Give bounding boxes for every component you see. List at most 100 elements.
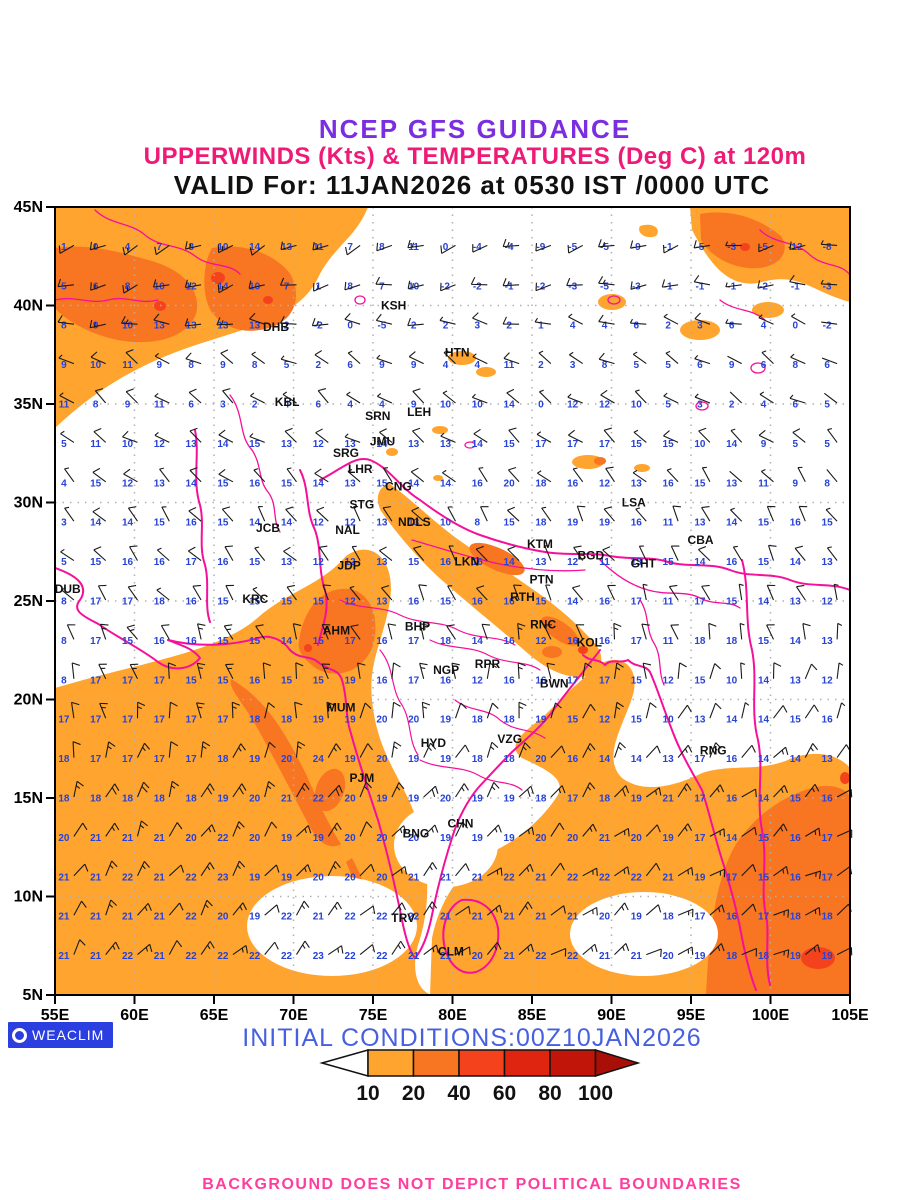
temperature-value: 10: [122, 439, 134, 450]
temperature-value: 12: [345, 518, 357, 529]
wind-barb: [423, 824, 439, 837]
wind-barb: [280, 355, 297, 365]
wind-barb: [264, 702, 276, 719]
temperature-value: 2: [729, 400, 735, 411]
temperature-value: 12: [122, 478, 134, 489]
city-label: RNG: [700, 744, 727, 758]
disclaimer-text: BACKGROUND DOES NOT DEPICT POLITICAL BOU…: [202, 1176, 742, 1193]
wind-barb: [105, 860, 118, 877]
temperature-value: 17: [758, 912, 770, 923]
temperature-value: 6: [316, 400, 322, 411]
temperature-value: 16: [599, 636, 611, 647]
wind-barb: [534, 317, 551, 325]
wind-barb: [446, 624, 456, 640]
temperature-value: 16: [122, 557, 134, 568]
temperature-value: 22: [376, 912, 388, 923]
temperature-value: 10: [694, 439, 706, 450]
wind-barb: [455, 905, 471, 916]
wind-barb: [280, 277, 297, 286]
temperature-value: 17: [694, 597, 706, 608]
temperature-value: 10: [154, 281, 166, 292]
wind-barb: [447, 506, 456, 522]
city-label: SRG: [333, 446, 359, 460]
temperature-value: 1: [61, 242, 67, 253]
temperature-value: 16: [376, 675, 388, 686]
temperature-value: 15: [249, 636, 261, 647]
wind-barb: [470, 276, 488, 286]
wind-barb: [473, 429, 488, 443]
wind-barb: [582, 782, 596, 798]
temperature-value: 11: [663, 636, 674, 647]
wind-barb: [440, 432, 456, 443]
wind-barb: [472, 353, 488, 365]
wind-barb: [189, 467, 202, 483]
colorbar-box: [458, 1049, 506, 1077]
wind-barb: [216, 317, 233, 326]
temperature-value: 9: [729, 360, 735, 371]
wind-barb: [200, 941, 215, 955]
wind-barb: [168, 902, 184, 916]
wind-barb: [472, 312, 488, 325]
wind-barb: [129, 663, 139, 680]
wind-barb: [550, 785, 566, 798]
wind-barb: [318, 545, 329, 561]
temperature-value: 20: [249, 833, 261, 844]
wind-speed-region: [700, 212, 785, 269]
temperature-value: 10: [726, 675, 738, 686]
wind-barb: [518, 901, 533, 916]
wind-barb: [502, 278, 520, 287]
wind-barb: [698, 427, 711, 443]
temperature-value: 9: [157, 360, 163, 371]
wind-barb: [805, 870, 822, 880]
wind-barb: [391, 902, 407, 916]
wind-barb: [709, 784, 725, 798]
wind-barb: [57, 315, 74, 325]
wind-barb: [249, 244, 266, 256]
temperature-value: 4: [284, 400, 290, 411]
wind-barb: [761, 350, 774, 364]
temperature-value: 12: [313, 557, 325, 568]
wind-barb: [327, 784, 343, 798]
temperature-value: 0: [347, 321, 353, 332]
wind-barb: [677, 704, 692, 719]
temperature-value: 15: [758, 636, 770, 647]
temperature-value: 19: [599, 518, 611, 529]
temperature-value: 13: [345, 478, 357, 489]
wind-barb: [376, 242, 393, 252]
wind-barb: [725, 241, 742, 247]
wind-barb: [391, 662, 401, 679]
temperature-value: 15: [663, 557, 675, 568]
wind-barb: [805, 827, 821, 837]
wind-barb: [507, 466, 520, 483]
wind-barb: [225, 584, 234, 601]
temperature-value: 4: [475, 360, 481, 371]
temperature-value: 20: [58, 833, 70, 844]
wind-barb: [316, 506, 329, 522]
temperature-value: 21: [535, 912, 547, 923]
temperature-value: 18: [472, 715, 484, 726]
wind-speed-region: [377, 484, 602, 677]
wind-barb: [346, 391, 361, 404]
temperature-value: 12: [822, 597, 834, 608]
temperature-value: 13: [631, 557, 643, 568]
city-label: STG: [350, 497, 375, 511]
wind-barb: [412, 427, 425, 443]
temperature-value: 16: [440, 557, 452, 568]
wind-barb: [447, 585, 456, 601]
wind-barb: [168, 822, 183, 837]
temperature-value: 22: [376, 951, 388, 962]
city-label: NDLS: [398, 515, 431, 529]
wind-barb: [544, 545, 552, 561]
temperature-value: 14: [694, 557, 706, 568]
wind-barb: [200, 899, 213, 916]
colorbar-label: 10: [356, 1082, 379, 1105]
wind-barb: [642, 583, 648, 601]
temperature-value: 18: [217, 754, 229, 765]
temperature-value: 21: [408, 951, 420, 962]
wind-barb: [638, 545, 647, 561]
wind-barb: [89, 319, 106, 329]
wind-barb: [677, 783, 692, 798]
temperature-value: -5: [600, 242, 609, 253]
city-label: KTM: [527, 537, 553, 551]
